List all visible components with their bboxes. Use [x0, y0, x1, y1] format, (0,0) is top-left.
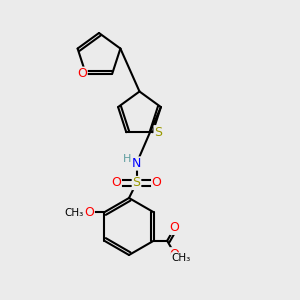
Text: N: N	[132, 157, 141, 170]
Text: H: H	[123, 154, 132, 164]
Text: O: O	[77, 67, 87, 80]
Text: S: S	[133, 176, 140, 190]
Text: O: O	[170, 221, 180, 234]
Text: CH₃: CH₃	[171, 253, 190, 263]
Text: S: S	[154, 126, 162, 139]
Text: CH₃: CH₃	[64, 208, 83, 218]
Text: O: O	[84, 206, 94, 219]
Text: O: O	[170, 248, 180, 261]
Text: O: O	[152, 176, 161, 190]
Text: O: O	[112, 176, 121, 190]
